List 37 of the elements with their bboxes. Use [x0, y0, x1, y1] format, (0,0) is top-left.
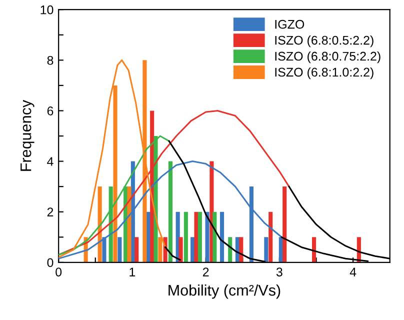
x-axis-title: Mobility (cm²/Vs): [168, 284, 280, 299]
bar: [268, 212, 273, 262]
bar: [212, 212, 217, 262]
y-tick-label: 8: [47, 56, 54, 65]
bar: [239, 237, 244, 262]
y-tick-label: 10: [40, 5, 54, 14]
bar: [312, 237, 316, 262]
line-series: [58, 59, 166, 258]
x-tick-label: 2: [202, 268, 209, 276]
y-tick-label: 6: [47, 106, 54, 116]
y-axis-title: Frequency: [20, 100, 34, 171]
bar: [194, 212, 198, 262]
x-tick-label: 3: [276, 268, 282, 276]
y-tick-label: 0: [47, 258, 54, 268]
bar: [118, 237, 122, 262]
legend-label: ISZO (6.8:0.75:2.2): [275, 51, 380, 64]
bar: [282, 186, 287, 262]
bar: [264, 237, 268, 262]
legend-label: IGZO: [275, 20, 304, 29]
bar: [205, 212, 210, 262]
bar: [220, 212, 224, 262]
y-tick-label: 4: [47, 157, 54, 166]
bar: [98, 186, 102, 262]
x-tick-label: 4: [350, 268, 356, 276]
bar: [198, 212, 202, 262]
bar: [127, 186, 132, 262]
line-series: [58, 160, 282, 260]
legend-label: ISZO (6.8:1.0:2.2): [275, 67, 374, 80]
x-tick-label: 0: [56, 268, 62, 276]
bar: [134, 237, 139, 262]
y-tick-label: 2: [47, 208, 54, 216]
bar: [228, 237, 232, 262]
bar: [178, 237, 183, 262]
bar: [184, 212, 188, 262]
legend-label: ISZO (6.8:0.5:2.2): [275, 36, 374, 48]
bar: [168, 161, 173, 262]
x-tick-label: 1: [130, 268, 136, 276]
